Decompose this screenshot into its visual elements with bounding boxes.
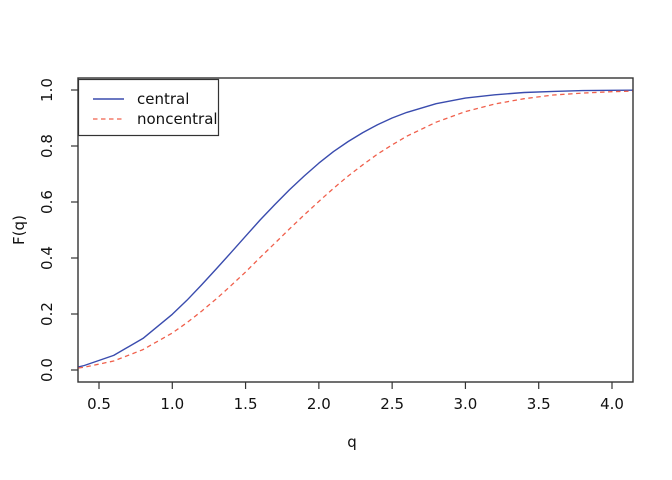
legend-box [77, 78, 220, 137]
x-tick-label: 1.5 [234, 395, 258, 413]
y-tick-label: 1.0 [38, 78, 56, 102]
x-tick-label: 0.5 [87, 395, 111, 413]
x-tick-label: 4.0 [600, 395, 624, 413]
y-tick-label: 0.8 [38, 134, 56, 158]
plot-curves [78, 89, 633, 369]
x-tick-label: 3.5 [527, 395, 551, 413]
x-axis-ticks: 0.5 1.0 1.5 2.0 2.5 3.0 3.5 4.0 [87, 382, 624, 413]
x-tick-label: 3.0 [453, 395, 477, 413]
y-tick-label: 0.4 [38, 246, 56, 270]
plot-frame [77, 77, 634, 383]
x-tick-label: 1.0 [160, 395, 184, 413]
x-tick-label: 2.5 [380, 395, 404, 413]
y-tick-label: 0.2 [38, 302, 56, 326]
x-axis-label: q [347, 433, 357, 451]
legend-label-central: central [137, 90, 189, 108]
y-axis-ticks: 0.0 0.2 0.4 0.6 0.8 1.0 [38, 78, 78, 382]
curve-noncentral [78, 90, 633, 369]
x-tick-label: 2.0 [307, 395, 331, 413]
legend: central noncentral [77, 78, 220, 137]
y-tick-label: 0.0 [38, 358, 56, 382]
legend-label-noncentral: noncentral [137, 110, 218, 128]
y-axis-label: F(q) [10, 215, 28, 245]
curve-central [78, 89, 633, 368]
y-tick-label: 0.6 [38, 190, 56, 214]
